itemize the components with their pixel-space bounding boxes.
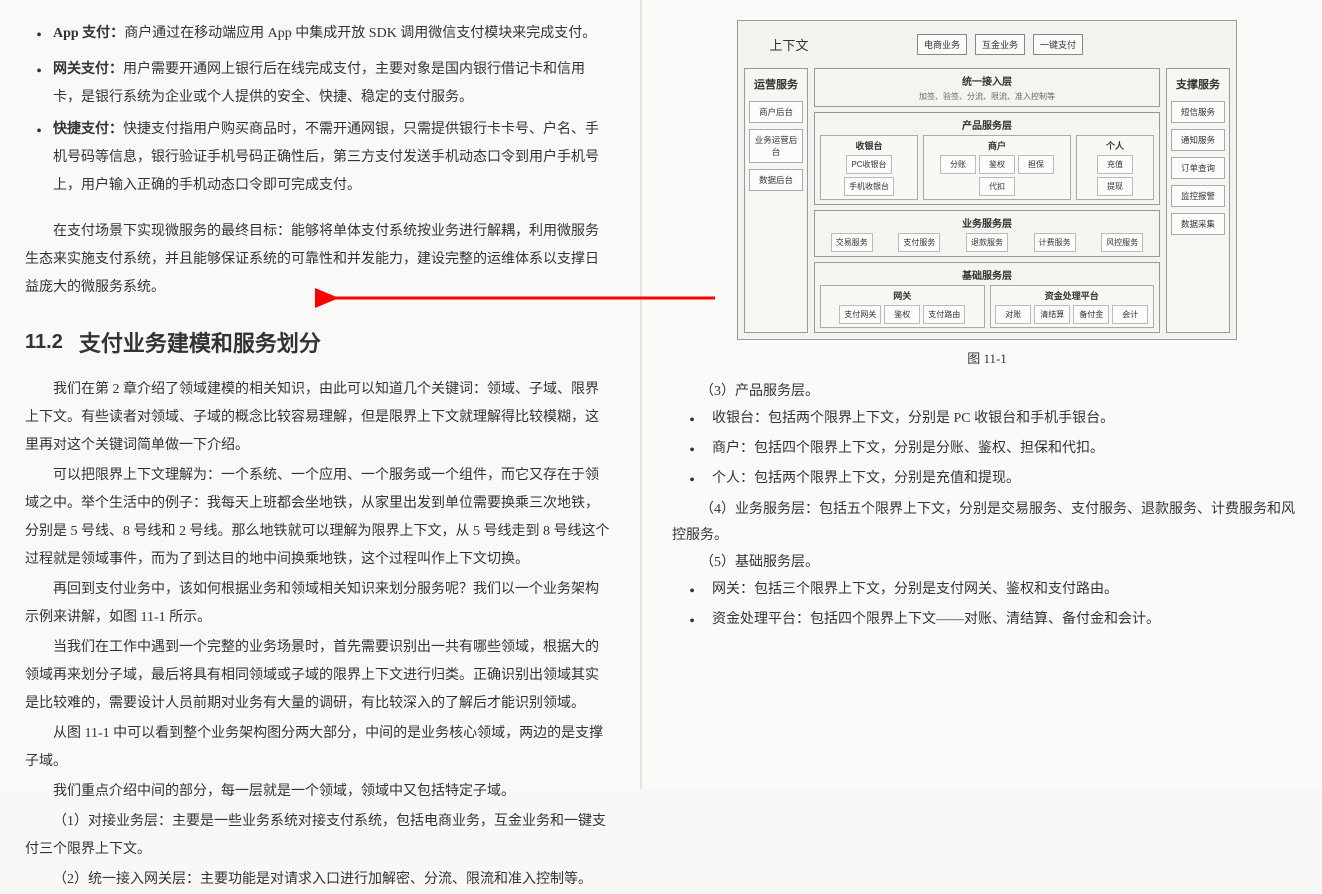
bullet-item: • App 支付：商户通过在移动端应用 App 中集成开放 SDK 调用微信支付… bbox=[25, 20, 610, 52]
paragraph: 在支付场景下实现微服务的最终目标：能够将单体支付系统按业务进行解耦，利用微服务生… bbox=[25, 218, 610, 302]
left-page: • App 支付：商户通过在移动端应用 App 中集成开放 SDK 调用微信支付… bbox=[0, 0, 640, 789]
side-item: 业务运营后台 bbox=[749, 129, 803, 163]
group-title: 收银台 bbox=[824, 139, 914, 152]
sub-group: 资金处理平台 对账 清结算 备付金 会计 bbox=[990, 285, 1155, 328]
paragraph: 我们在第 2 章介绍了领域建模的相关知识，由此可以知道几个关键词：领域、子域、限… bbox=[25, 376, 610, 460]
sub-group: 收银台 PC收银台 手机收银台 bbox=[820, 135, 918, 200]
bullet-body: 资金处理平台：包括四个限界上下文——对账、清结算、备付金和会计。 bbox=[712, 607, 1160, 637]
numbered-item: （4）业务服务层：包括五个限界上下文，分别是交易服务、支付服务、退款服务、计费服… bbox=[672, 497, 1302, 550]
bullet-label: 快捷支付： bbox=[53, 122, 123, 137]
figure-caption: 图 11-1 bbox=[737, 348, 1237, 367]
right-support-column: 支撑服务 短信服务 通知服务 订单查询 监控报警 数据采集 bbox=[1166, 68, 1230, 333]
layer-title: 基础服务层 bbox=[820, 267, 1154, 282]
sub-item: 备付金 bbox=[1073, 305, 1109, 324]
sub-item: 支付网关 bbox=[839, 305, 881, 324]
bullet-item: •收银台：包括两个限界上下文，分别是 PC 收银台和手机手银台。 bbox=[672, 406, 1302, 436]
bullet-body: 用户需要开通网上银行后在线完成支付，主要对象是国内银行借记卡和信用卡，是银行系统… bbox=[53, 62, 585, 105]
sub-item: 分账 bbox=[940, 155, 976, 174]
sub-group: 网关 支付网关 鉴权 支付路由 bbox=[820, 285, 985, 328]
side-item: 通知服务 bbox=[1171, 129, 1225, 151]
section-header: 11.2 支付业务建模和服务划分 bbox=[25, 326, 610, 358]
right-page: 上下文 电商业务 互金业务 一键支付 运营服务 商户后台 业务运营后台 数据后台 bbox=[640, 0, 1322, 789]
sub-item: 鉴权 bbox=[884, 305, 920, 324]
group-title: 商户 bbox=[927, 139, 1067, 152]
paragraph: 我们重点介绍中间的部分，每一层就是一个领域，领域中又包括特定子域。 bbox=[25, 778, 610, 806]
section-title: 支付业务建模和服务划分 bbox=[79, 326, 321, 358]
bullet-label: App 支付： bbox=[53, 26, 124, 41]
side-item: 订单查询 bbox=[1171, 157, 1225, 179]
sub-item: PC收银台 bbox=[846, 155, 891, 174]
sub-group: 个人 充值 提现 bbox=[1076, 135, 1154, 200]
sub-item: 交易服务 bbox=[831, 233, 873, 252]
top-box: 一键支付 bbox=[1033, 34, 1083, 55]
left-support-column: 运营服务 商户后台 业务运营后台 数据后台 bbox=[744, 68, 808, 333]
side-item: 数据采集 bbox=[1171, 213, 1225, 235]
sub-item: 鉴权 bbox=[979, 155, 1015, 174]
sub-group: 商户 分账 鉴权 担保 代扣 bbox=[923, 135, 1071, 200]
bullet-item: •个人：包括两个限界上下文，分别是充值和提现。 bbox=[672, 466, 1302, 496]
side-item: 数据后台 bbox=[749, 169, 803, 191]
top-box: 电商业务 bbox=[917, 34, 967, 55]
bullet-dot: • bbox=[25, 116, 53, 200]
numbered-item: （5）基础服务层。 bbox=[672, 550, 1302, 577]
paragraph: 从图 11-1 中可以看到整个业务架构图分两大部分，中间的是业务核心领域，两边的… bbox=[25, 720, 610, 776]
bullet-body: 网关：包括三个限界上下文，分别是支付网关、鉴权和支付路由。 bbox=[712, 577, 1118, 607]
side-item: 监控报警 bbox=[1171, 185, 1225, 207]
product-layer: 产品服务层 收银台 PC收银台 手机收银台 商户 bbox=[814, 112, 1160, 205]
bullet-dot: • bbox=[25, 20, 53, 52]
bullet-item: •商户：包括四个限界上下文，分别是分账、鉴权、担保和代扣。 bbox=[672, 436, 1302, 466]
payment-types-list: • App 支付：商户通过在移动端应用 App 中集成开放 SDK 调用微信支付… bbox=[25, 20, 610, 200]
sub-item: 支付路由 bbox=[923, 305, 965, 324]
top-business-row: 电商业务 互金业务 一键支付 bbox=[840, 27, 1160, 62]
architecture-diagram: 上下文 电商业务 互金业务 一键支付 运营服务 商户后台 业务运营后台 数据后台 bbox=[737, 20, 1237, 367]
sub-item: 风控服务 bbox=[1101, 233, 1143, 252]
group-title: 网关 bbox=[824, 289, 981, 302]
sub-item: 提现 bbox=[1097, 177, 1133, 196]
bullet-item: • 网关支付：用户需要开通网上银行后在线完成支付，主要对象是国内银行借记卡和信用… bbox=[25, 56, 610, 112]
bullet-body: 快捷支付指用户购买商品时，不需开通网银，只需提供银行卡卡号、户名、手机号码等信息… bbox=[53, 122, 599, 193]
sub-item: 对账 bbox=[995, 305, 1031, 324]
bullet-body: 收银台：包括两个限界上下文，分别是 PC 收银台和手机手银台。 bbox=[712, 406, 1114, 436]
gateway-layer: 统一接入层 加签、验签、分流、限流、准入控制等 bbox=[814, 68, 1160, 107]
base-layer: 基础服务层 网关 支付网关 鉴权 支付路由 bbox=[814, 262, 1160, 333]
layer-desc: 加签、验签、分流、限流、准入控制等 bbox=[820, 91, 1154, 102]
sub-item: 计费服务 bbox=[1034, 233, 1076, 252]
sub-item: 担保 bbox=[1018, 155, 1054, 174]
context-label: 上下文 bbox=[744, 27, 834, 62]
sub-item: 代扣 bbox=[979, 177, 1015, 196]
bullet-body: 个人：包括两个限界上下文，分别是充值和提现。 bbox=[712, 466, 1020, 496]
sub-item: 清结算 bbox=[1034, 305, 1070, 324]
center-layers: 统一接入层 加签、验签、分流、限流、准入控制等 产品服务层 收银台 PC收银台 … bbox=[814, 68, 1160, 333]
side-item: 商户后台 bbox=[749, 101, 803, 123]
paragraph: （2）统一接入网关层：主要功能是对请求入口进行加解密、分流、限流和准入控制等。 bbox=[25, 866, 610, 894]
paragraph: 再回到支付业务中，该如何根据业务和领域相关知识来划分服务呢？我们以一个业务架构示… bbox=[25, 576, 610, 632]
numbered-item: （3）产品服务层。 bbox=[672, 379, 1302, 406]
top-box: 互金业务 bbox=[975, 34, 1025, 55]
paragraph: （1）对接业务层：主要是一些业务系统对接支付系统，包括电商业务，互金业务和一键支… bbox=[25, 808, 610, 864]
layer-title: 产品服务层 bbox=[820, 117, 1154, 132]
bullet-body: 商户通过在移动端应用 App 中集成开放 SDK 调用微信支付模块来完成支付。 bbox=[124, 26, 596, 41]
side-title: 支撑服务 bbox=[1171, 73, 1225, 95]
paragraph: 当我们在工作中遇到一个完整的业务场景时，首先需要识别出一共有哪些领域，根据大的领… bbox=[25, 634, 610, 718]
side-item: 短信服务 bbox=[1171, 101, 1225, 123]
layer-title: 业务服务层 bbox=[820, 215, 1154, 230]
sub-item: 支付服务 bbox=[898, 233, 940, 252]
sub-item: 退款服务 bbox=[966, 233, 1008, 252]
business-layer: 业务服务层 交易服务 支付服务 退款服务 计费服务 风控服务 bbox=[814, 210, 1160, 257]
bullet-label: 网关支付： bbox=[53, 62, 123, 77]
sub-item: 充值 bbox=[1097, 155, 1133, 174]
bullet-body: 商户：包括四个限界上下文，分别是分账、鉴权、担保和代扣。 bbox=[712, 436, 1104, 466]
bullet-item: •资金处理平台：包括四个限界上下文——对账、清结算、备付金和会计。 bbox=[672, 607, 1302, 637]
layer-title: 统一接入层 bbox=[820, 73, 1154, 88]
bullet-item: • 快捷支付：快捷支付指用户购买商品时，不需开通网银，只需提供银行卡卡号、户名、… bbox=[25, 116, 610, 200]
bullet-item: •网关：包括三个限界上下文，分别是支付网关、鉴权和支付路由。 bbox=[672, 577, 1302, 607]
sub-item: 会计 bbox=[1112, 305, 1148, 324]
sub-item: 手机收银台 bbox=[844, 177, 894, 196]
side-title: 运营服务 bbox=[749, 73, 803, 95]
paragraph: 可以把限界上下文理解为：一个系统、一个应用、一个服务或一个组件，而它又存在于领域… bbox=[25, 462, 610, 574]
section-number: 11.2 bbox=[25, 331, 63, 354]
group-title: 资金处理平台 bbox=[994, 289, 1151, 302]
group-title: 个人 bbox=[1080, 139, 1150, 152]
bullet-dot: • bbox=[25, 56, 53, 112]
